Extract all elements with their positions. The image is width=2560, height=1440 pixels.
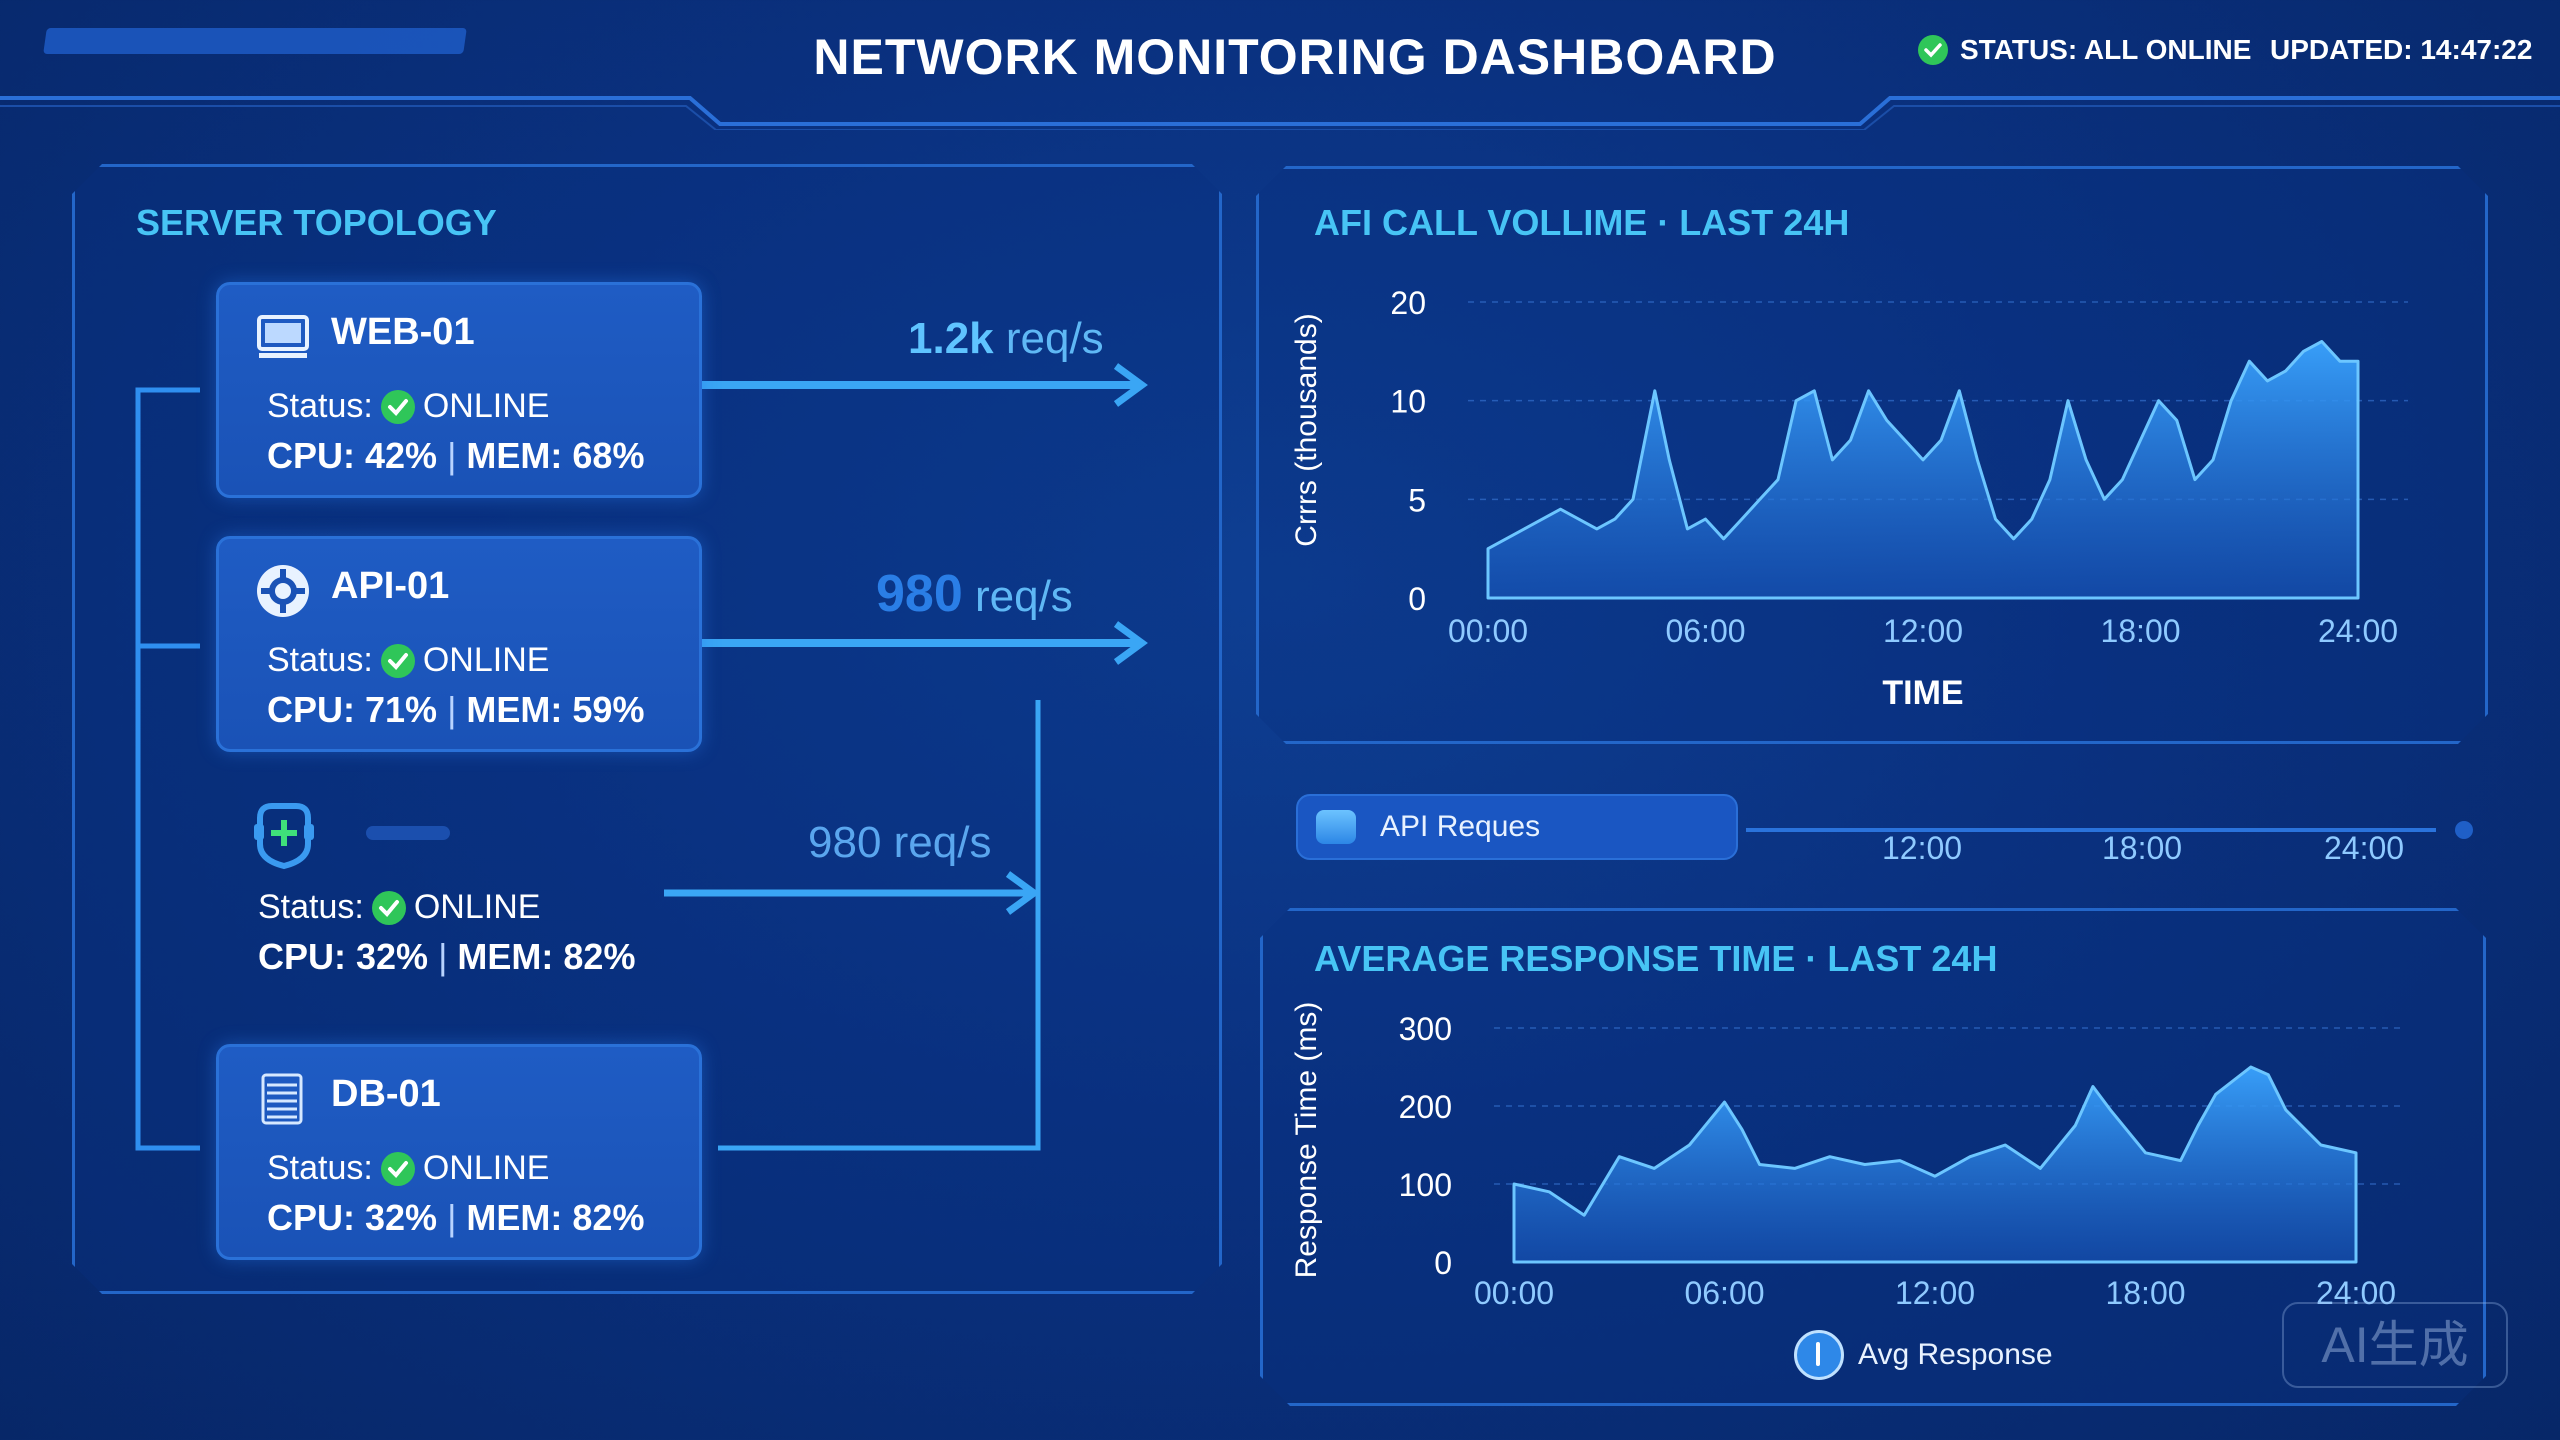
- database-icon: [261, 1073, 303, 1125]
- rate-unit: 980 req/s: [808, 818, 992, 867]
- y-tick-label: 100: [1399, 1167, 1452, 1203]
- request-rate-unnamed: 980 req/s: [808, 818, 991, 868]
- status-text: STATUS: ALL ONLINE: [1960, 34, 2252, 65]
- data-series-area: [1512, 1065, 2358, 1264]
- rate-number: 980: [876, 565, 963, 623]
- check-circle-icon: [380, 389, 415, 424]
- mem-value: MEM: 59%: [466, 689, 645, 730]
- y-tick-label: 20: [1390, 285, 1426, 321]
- mem-value: MEM: 68%: [466, 435, 645, 476]
- page-title: NETWORK MONITORING DASHBOARD: [813, 29, 1777, 85]
- cpu-value: CPU: 32%: [267, 1197, 438, 1238]
- server-status: Status: ONLINE: [258, 888, 540, 927]
- mem-value: MEM: 82%: [466, 1197, 645, 1238]
- check-circle-icon: [380, 643, 415, 678]
- status-value: ONLINE: [422, 641, 550, 679]
- x-axis-label: TIME: [1882, 674, 1963, 712]
- mid-timeline: [1746, 821, 2473, 839]
- info-icon: [1794, 1330, 1844, 1380]
- server-name: API-01: [331, 565, 450, 607]
- request-rate-api-01: 980 req/s: [876, 564, 1073, 624]
- server-metrics: CPU: 32% | MEM: 82%: [258, 936, 636, 977]
- system-status: STATUS: ALL ONLINE: [1918, 34, 2251, 66]
- server-metrics: CPU: 71% | MEM: 59%: [267, 689, 645, 730]
- server-status: Status: ONLINE: [267, 1149, 549, 1188]
- gear-icon: [257, 565, 309, 617]
- shield-gear-icon: [254, 803, 314, 870]
- x-tick-label: 12:00: [1883, 613, 1963, 649]
- server-node-api-01[interactable]: API-01 Status: ONLINE CPU: 71% | MEM: 59%: [216, 536, 702, 752]
- rate-unit: req/s: [993, 314, 1104, 363]
- y-tick-label: 5: [1408, 482, 1426, 518]
- request-rate-web-01: 1.2k req/s: [908, 314, 1104, 364]
- x-tick-label: 18:00: [2105, 1275, 2185, 1311]
- avg-response-time-chart: 0 100 200 300 00:00 06:00 12:00 18:00 24:00 Respo…: [1290, 1002, 2406, 1311]
- x-tick-label: 06:00: [1684, 1275, 1764, 1311]
- rate-number: 1.2k: [908, 314, 994, 363]
- server-node-db-01[interactable]: DB-01 Status: ONLINE CPU: 32% | MEM: 82%: [216, 1044, 702, 1260]
- y-axis-label: Response Time (ms): [1290, 1002, 1323, 1279]
- y-tick-label: 0: [1408, 581, 1426, 617]
- header-frame: [0, 96, 2560, 130]
- series-swatch-icon: [1316, 810, 1356, 844]
- check-circle-icon: [380, 1151, 415, 1186]
- x-tick-label: 18:00: [2100, 613, 2180, 649]
- header-bar: [0, 0, 2560, 130]
- status-value: ONLINE: [413, 888, 541, 926]
- server-name: WEB-01: [331, 311, 475, 353]
- x-tick-label: 06:00: [1665, 613, 1745, 649]
- y-tick-label: 10: [1390, 384, 1426, 420]
- topology-title: SERVER TOPOLOGY: [136, 202, 497, 243]
- response-chart-title: AVERAGE RESPONSE TIME · LAST 24H: [1314, 938, 1998, 979]
- y-axis-label: Crrrs (thousands): [1290, 313, 1323, 546]
- mid-tick: 12:00: [1882, 830, 1963, 866]
- x-tick-label: 24:00: [2316, 1275, 2396, 1311]
- server-status: Status: ONLINE: [267, 641, 549, 680]
- volume-chart-title: AFI CALL VOLLIME · LAST 24H: [1314, 202, 1850, 243]
- server-metrics: CPU: 42% | MEM: 68%: [267, 435, 645, 476]
- status-label: Status:: [267, 641, 373, 679]
- updated-timestamp: UPDATED: 14:47:22: [2270, 34, 2533, 65]
- server-node-unnamed[interactable]: Status: ONLINE CPU: 32% | MEM: 82%: [216, 786, 696, 996]
- cpu-value: CPU: 42%: [267, 435, 438, 476]
- monitor-icon: [257, 315, 309, 358]
- x-tick-label: 00:00: [1448, 613, 1528, 649]
- x-tick-label: 12:00: [1895, 1275, 1975, 1311]
- y-tick-label: 200: [1399, 1089, 1452, 1125]
- server-name: DB-01: [331, 1073, 441, 1115]
- status-value: ONLINE: [422, 1149, 550, 1187]
- watermark: AI生成: [2282, 1302, 2508, 1388]
- mid-tick: 24:00: [2324, 830, 2405, 866]
- status-label: Status:: [267, 387, 373, 425]
- server-metrics: CPU: 32% | MEM: 82%: [267, 1197, 645, 1238]
- check-circle-icon: [1918, 35, 1948, 65]
- data-series-area: [1486, 340, 2360, 600]
- legend-label: Avg Response: [1858, 1338, 2053, 1371]
- avg-response-legend[interactable]: Avg Response: [1794, 1330, 2053, 1380]
- x-tick-label: 24:00: [2318, 613, 2398, 649]
- cpu-value: CPU: 71%: [267, 689, 438, 730]
- x-tick-label: 00:00: [1474, 1275, 1554, 1311]
- legend-label: API Reques: [1380, 810, 1541, 843]
- cpu-value: CPU: 32%: [258, 936, 429, 977]
- mid-tick: 18:00: [2102, 830, 2183, 866]
- check-circle-icon: [371, 890, 406, 925]
- api-call-volume-chart: 0 5 10 20 00:00 06:00 12:00 18:00 24:00 TIME Crrrs…: [1290, 285, 2408, 712]
- server-node-web-01[interactable]: WEB-01 Status: ONLINE CPU: 42% | MEM: 68%: [216, 282, 702, 498]
- status-label: Status:: [258, 888, 364, 926]
- server-status: Status: ONLINE: [267, 387, 549, 426]
- api-requests-legend[interactable]: API Reques: [1296, 794, 1738, 860]
- topology-connectors: [135, 363, 1148, 1151]
- status-label: Status:: [267, 1149, 373, 1187]
- rate-unit: req/s: [962, 572, 1073, 621]
- status-value: ONLINE: [422, 387, 550, 425]
- mem-value: MEM: 82%: [457, 936, 636, 977]
- y-tick-label: 300: [1399, 1011, 1452, 1047]
- y-tick-label: 0: [1434, 1245, 1452, 1281]
